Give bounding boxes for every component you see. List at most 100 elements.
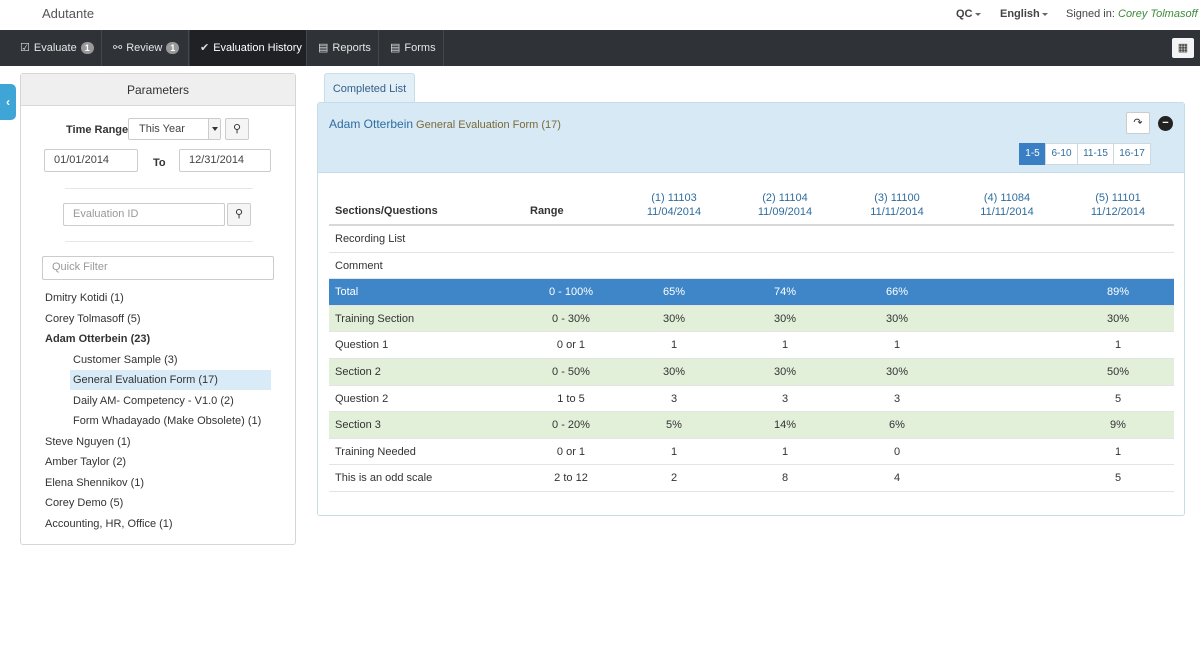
tree-item[interactable]: Form Whadayado (Make Obsolete) (1) [73,415,262,427]
evaluation-id: (5) 11101 [1095,192,1141,204]
chevron-left-icon: ‹ [6,95,10,109]
title-form: General Evaluation Form (17) [416,119,561,131]
search-icon: ⚲ [234,208,244,220]
nav-review[interactable]: ⚯ Review 1 [103,30,189,66]
row-value: 5 [1114,472,1122,485]
divider [65,188,253,189]
tree-item[interactable]: Adam Otterbein (23) [45,333,151,345]
clipboard-check-icon: ☑ [20,42,30,54]
row-value: 2 [670,472,678,485]
tab-completed-list[interactable]: Completed List [324,73,415,103]
export-button[interactable]: ↷ [1126,112,1150,134]
top-header: Adutante QC English Signed in: Corey Tol… [0,0,1200,30]
page-link[interactable]: 1-5 [1019,143,1046,165]
row-value: 30% [885,366,909,378]
table-row: Question 2 1 to 5 3 3 3 5 [329,386,1174,413]
evaluation-date: 11/04/2014 [646,206,702,218]
tree-item[interactable]: Accounting, HR, Office (1) [45,517,173,530]
signed-in-label: Signed in: [1066,8,1115,20]
evaluation-id: (4) 11084 [983,192,1031,204]
tree-item[interactable]: Amber Taylor (2) [45,456,127,468]
evaluation-id: (2) 11104 [762,192,808,204]
date-from-field[interactable]: 01/01/2014 [44,149,138,172]
divider [65,241,253,242]
table-row: Section 2 0 - 50% 30% 30% 30% 50% [329,359,1174,386]
row-name: Comment [335,259,383,272]
row-value: 30% [662,366,686,378]
comments-icon: ▤ [390,42,401,54]
check-icon: ✔ [200,42,210,54]
row-value: 14% [773,419,797,432]
page-link[interactable]: 6-10 [1045,143,1078,165]
quick-filter-input[interactable]: Quick Filter [42,256,274,280]
col-header-evaluation[interactable]: (3) 11100 11/11/2014 [847,191,947,219]
col-header-evaluation[interactable]: (4) 11084 11/11/2014 [957,191,1057,219]
row-value: 1 [670,339,678,352]
row-value: 3 [781,392,789,405]
collapse-sidebar-button[interactable]: ‹ [0,84,16,120]
col-header-sections: Sections/Questions [335,205,438,217]
table-row: Section 3 0 - 20% 5% 14% 6% 9% [329,412,1174,439]
top-right-menu: QC English Signed in: Corey Tolmasoff [0,8,1200,22]
completed-list-panel: Adam Otterbein General Evaluation Form (1… [317,102,1185,516]
col-header-evaluation[interactable]: (5) 11101 11/12/2014 [1068,191,1168,219]
brand-logo[interactable]: Adutante [42,6,95,21]
table-row: Total 0 - 100% 65% 74% 66% 89% [329,279,1174,306]
tree-item[interactable]: Daily AM- Competency - V1.0 (2) [73,394,234,407]
row-value: 30% [1106,312,1130,325]
col-header-evaluation[interactable]: (1) 11103 11/04/2014 [624,191,724,219]
qc-dropdown[interactable]: QC [956,8,981,20]
evaluation-id-search-button[interactable]: ⚲ [227,203,251,226]
row-value: 1 [781,339,789,352]
tree-item[interactable]: Dmitry Kotidi (1) [45,292,124,304]
evaluation-date: 11/11/2014 [870,206,924,218]
notes-button[interactable]: ▦ [1172,38,1194,58]
nav-reports[interactable]: ▤ Reports [308,30,379,66]
row-name: Section 3 [335,419,381,432]
tree-item[interactable]: Elena Shennikov (1) [45,476,145,489]
row-value: 6% [889,419,905,432]
col-header-evaluation[interactable]: (2) 11104 11/09/2014 [735,191,835,219]
time-range-select[interactable]: This Year [128,118,221,140]
share-icon: ↷ [1133,117,1143,129]
row-value: 9% [1110,419,1126,432]
tree-item[interactable]: General Evaluation Form (17) [70,370,271,390]
time-range-search-button[interactable]: ⚲ [225,118,249,140]
tree-item[interactable]: Steve Nguyen (1) [45,435,131,448]
table-row: Recording List [329,226,1174,253]
date-to-field[interactable]: 12/31/2014 [179,149,271,172]
page-link[interactable]: 11-15 [1077,143,1114,165]
evaluation-date: 11/12/2014 [1090,206,1146,218]
tree-item[interactable]: Customer Sample (3) [73,353,178,366]
row-name: Total [335,286,359,299]
table-row: Training Section 0 - 30% 30% 30% 30% 30% [329,305,1174,333]
nav-label: Evaluate [33,42,77,54]
qc-label: QC [956,8,973,20]
row-name: Training Needed [335,445,416,458]
page-link[interactable]: 16-17 [1113,143,1151,165]
nav-label: Review [126,42,163,54]
row-name: This is an odd scale [335,472,433,485]
row-range: 0 - 100% [548,286,594,299]
tree-item[interactable]: Corey Demo (5) [45,497,124,509]
row-value: 74% [773,286,797,299]
row-value: 30% [773,366,797,378]
nav-evaluate[interactable]: ☑ Evaluate 1 [10,30,102,66]
header-divider [329,224,1174,226]
row-value: 30% [773,312,797,325]
row-value: 0 [893,445,901,458]
row-name: Training Section [335,312,415,325]
evaluation-date: 11/11/2014 [980,206,1034,218]
nav-evaluation-history[interactable]: ✔ Evaluation History [190,30,307,66]
row-value: 5% [666,419,682,432]
main-nav: ☑ Evaluate 1 ⚯ Review 1 ✔ Evaluation History … [0,30,1200,66]
language-dropdown[interactable]: English [1000,8,1048,20]
collapse-button[interactable]: − [1158,116,1173,131]
nav-label: Reports [332,42,371,54]
evaluation-id-input[interactable]: Evaluation ID [63,203,225,226]
notes-icon: ▦ [1177,42,1189,54]
tree-item[interactable]: Corey Tolmasoff (5) [45,312,141,325]
signed-in-menu[interactable]: Signed in: Corey Tolmasoff [1066,8,1200,20]
nav-forms[interactable]: ▤ Forms [380,30,444,66]
minus-circle-icon: − [1162,117,1169,129]
